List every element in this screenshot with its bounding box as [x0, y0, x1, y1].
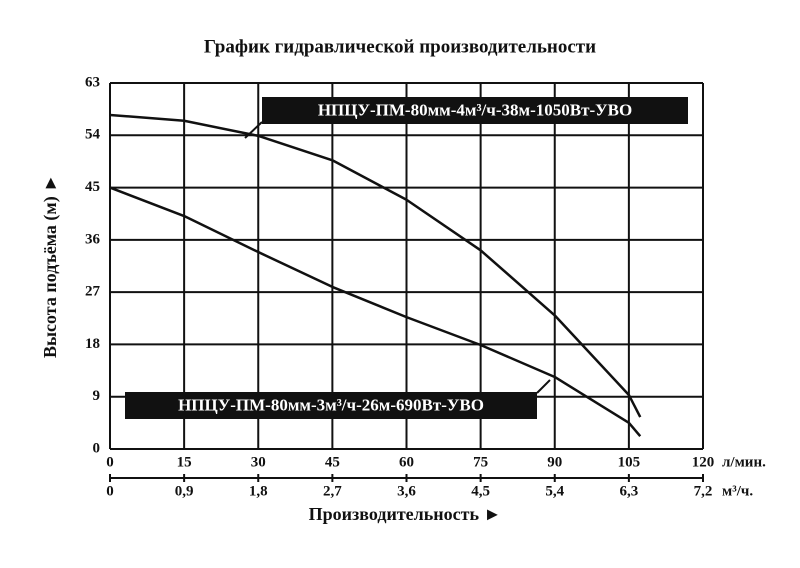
x-tick-label: 0: [106, 454, 114, 470]
x2-tick-label: 7,2: [694, 483, 713, 499]
x2-tick-label: 1,8: [249, 483, 268, 499]
x-unit: л/мин.: [722, 454, 766, 470]
x-tick-label: 15: [177, 454, 192, 470]
series-label: НПЦУ-ПМ-80мм-3м³/ч-26м-690Вт-УВО: [178, 395, 484, 414]
y-tick-label: 54: [85, 127, 101, 143]
series-label-box: [262, 97, 688, 124]
y-tick-label: 9: [93, 388, 101, 404]
y-tick-label: 0: [93, 440, 101, 456]
x2-tick-label: 4,5: [471, 483, 490, 499]
x2-tick-label: 6,3: [620, 483, 639, 499]
x-tick-label: 105: [618, 454, 641, 470]
x2-tick-label: 2,7: [323, 483, 342, 499]
y-tick-label: 45: [85, 179, 100, 195]
x2-tick-label: 3,6: [397, 483, 416, 499]
y-axis-label: Высота подъёма (м) ►: [40, 174, 61, 358]
x2-unit: м³/ч.: [722, 483, 753, 499]
x-tick-label: 120: [692, 454, 715, 470]
series-label-box: [125, 392, 537, 419]
leader-line: [536, 379, 551, 394]
y-tick-label: 27: [85, 284, 101, 300]
series-line: [109, 113, 642, 418]
y-tick-label: 36: [85, 231, 101, 247]
chart-title: График гидравлической производительности: [204, 36, 596, 57]
y-tick-label: 63: [85, 74, 100, 90]
x-tick-label: 75: [473, 454, 488, 470]
x2-tick-label: 5,4: [545, 483, 564, 499]
series-label: НПЦУ-ПМ-80мм-4м³/ч-38м-1050Вт-УВО: [318, 100, 632, 119]
x-tick-label: 60: [399, 454, 414, 470]
x-tick-label: 90: [547, 454, 562, 470]
x-tick-label: 45: [325, 454, 340, 470]
leader-line: [244, 121, 263, 139]
x2-tick-label: 0: [106, 483, 114, 499]
x-tick-label: 30: [251, 454, 266, 470]
x-axis-label: Производительность ►: [309, 504, 502, 524]
series-line: [109, 186, 642, 438]
y-tick-label: 18: [85, 336, 100, 352]
x2-tick-label: 0,9: [175, 483, 194, 499]
